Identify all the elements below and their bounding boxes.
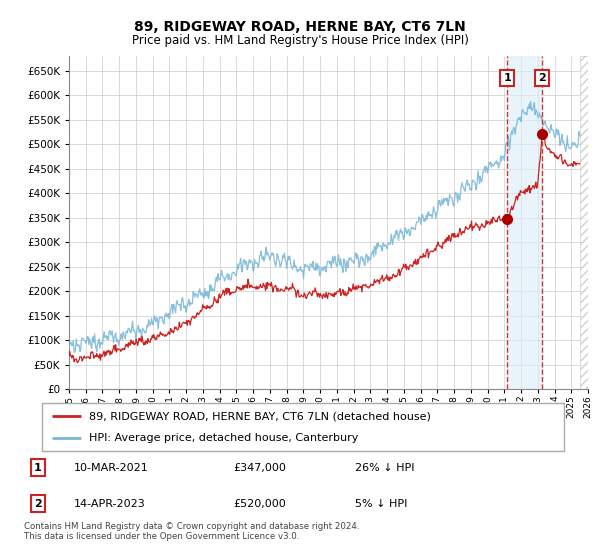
Text: 5% ↓ HPI: 5% ↓ HPI: [355, 499, 407, 509]
Text: 2: 2: [539, 73, 547, 83]
Text: 1: 1: [34, 463, 41, 473]
Text: HPI: Average price, detached house, Canterbury: HPI: Average price, detached house, Cant…: [89, 433, 358, 443]
Text: Contains HM Land Registry data © Crown copyright and database right 2024.
This d: Contains HM Land Registry data © Crown c…: [24, 522, 359, 542]
Text: 1: 1: [503, 73, 511, 83]
Text: 89, RIDGEWAY ROAD, HERNE BAY, CT6 7LN: 89, RIDGEWAY ROAD, HERNE BAY, CT6 7LN: [134, 20, 466, 34]
Text: 26% ↓ HPI: 26% ↓ HPI: [355, 463, 415, 473]
Text: 2: 2: [34, 499, 41, 509]
Bar: [508, 56, 542, 389]
Text: 14-APR-2023: 14-APR-2023: [74, 499, 145, 509]
Text: £520,000: £520,000: [234, 499, 287, 509]
Text: 10-MAR-2021: 10-MAR-2021: [74, 463, 148, 473]
Text: £347,000: £347,000: [234, 463, 287, 473]
FancyBboxPatch shape: [42, 403, 564, 451]
Text: 89, RIDGEWAY ROAD, HERNE BAY, CT6 7LN (detached house): 89, RIDGEWAY ROAD, HERNE BAY, CT6 7LN (d…: [89, 411, 431, 421]
Text: Price paid vs. HM Land Registry's House Price Index (HPI): Price paid vs. HM Land Registry's House …: [131, 34, 469, 46]
